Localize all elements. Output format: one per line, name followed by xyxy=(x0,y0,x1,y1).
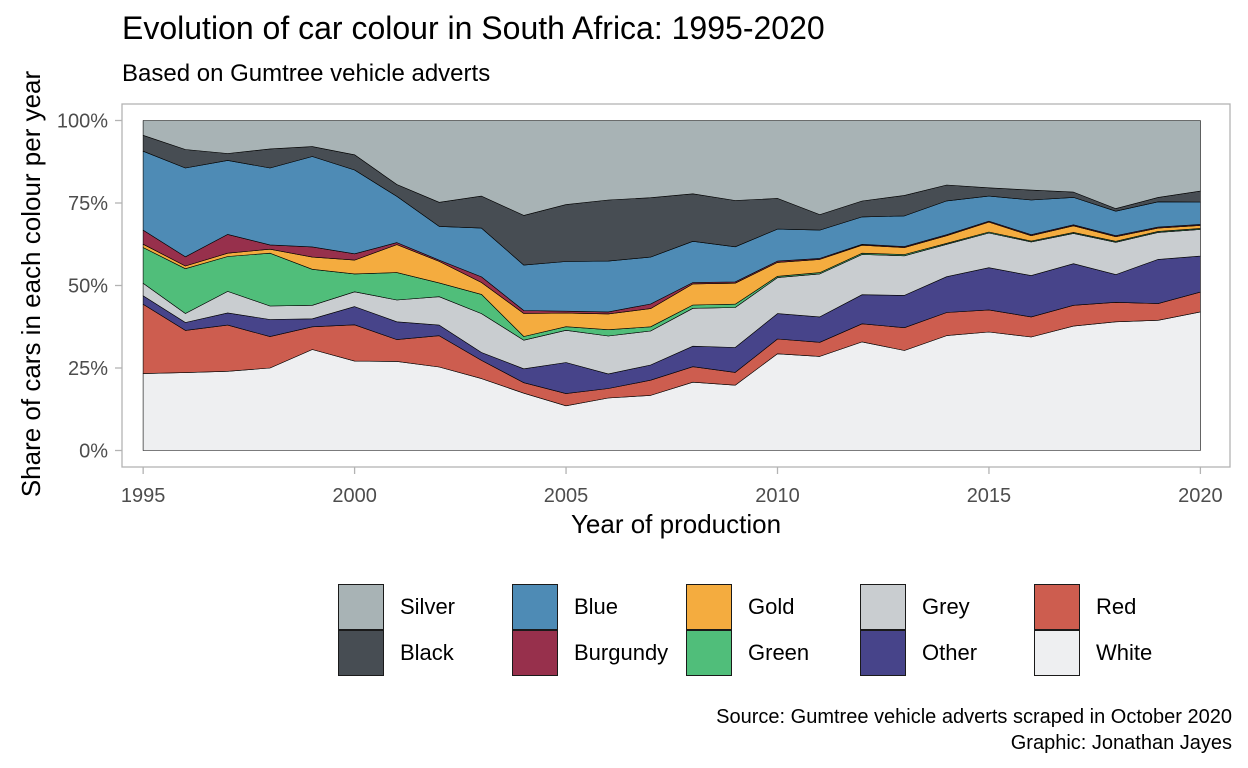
legend-label-other: Other xyxy=(922,640,978,665)
legend: Silver Blue Gold Grey Red Black Burgundy Green O… xyxy=(338,584,1208,676)
legend-label-red: Red xyxy=(1096,594,1137,619)
legend-label-silver: Silver xyxy=(400,594,456,619)
legend-label-blue: Blue xyxy=(574,594,619,619)
x-tick-label: 2010 xyxy=(755,485,800,507)
legend-label-gold: Gold xyxy=(748,594,795,619)
legend-label-white: White xyxy=(1096,640,1153,665)
y-tick-label: 75% xyxy=(68,193,108,215)
legend-label-green: Green xyxy=(748,640,810,665)
x-tick-label: 2005 xyxy=(544,485,589,507)
stacked-area-chart: 1995 2000 2005 2010 2015 2020 0% 25% 50% 75% 100%… xyxy=(16,70,1231,539)
legend-key-white xyxy=(1034,630,1080,676)
legend-key-gold xyxy=(686,584,732,630)
legend-label-burgundy: Burgundy xyxy=(574,640,669,665)
chart-title: Evolution of car colour in South Africa:… xyxy=(122,10,825,46)
x-axis: 1995 2000 2005 2010 2015 2020 xyxy=(121,467,1223,507)
y-tick-label: 25% xyxy=(68,358,108,380)
chart-subtitle: Based on Gumtree vehicle adverts xyxy=(122,60,491,87)
x-tick-label: 2020 xyxy=(1178,485,1223,507)
y-axis-title: Share of cars in each colour per year xyxy=(16,70,46,497)
legend-label-grey: Grey xyxy=(922,594,970,619)
y-tick-label: 100% xyxy=(57,111,108,133)
legend-key-blue xyxy=(512,584,558,630)
legend-key-other xyxy=(860,630,906,676)
x-tick-label: 2015 xyxy=(967,485,1012,507)
area-layers xyxy=(142,120,1201,451)
y-tick-label: 0% xyxy=(79,441,108,463)
legend-key-red xyxy=(1034,584,1080,630)
caption: Source: Gumtree vehicle adverts scraped … xyxy=(716,704,1232,756)
legend-label-black: Black xyxy=(400,640,454,665)
y-tick-label: 50% xyxy=(68,276,108,298)
area-silver xyxy=(142,120,1201,216)
caption-credit: Graphic: Jonathan Jayes xyxy=(1010,732,1232,754)
x-axis-title: Year of production xyxy=(571,509,781,539)
legend-key-silver xyxy=(338,584,384,630)
x-tick-label: 2000 xyxy=(332,485,377,507)
legend-key-black xyxy=(338,630,384,676)
legend-key-grey xyxy=(860,584,906,630)
legend-key-burgundy xyxy=(512,630,558,676)
y-axis: 0% 25% 50% 75% 100% xyxy=(57,111,122,463)
x-tick-label: 1995 xyxy=(121,485,166,507)
legend-key-green xyxy=(686,630,732,676)
caption-source: Source: Gumtree vehicle adverts scraped … xyxy=(716,706,1232,728)
